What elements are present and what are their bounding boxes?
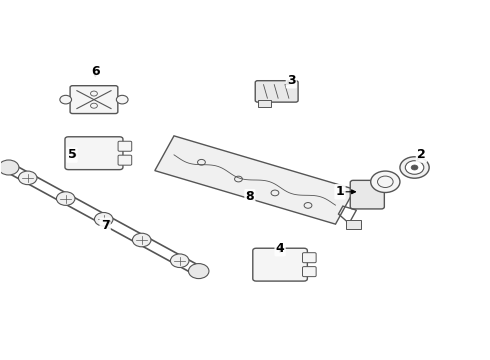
Circle shape — [116, 95, 128, 104]
Circle shape — [405, 161, 424, 174]
Bar — [346, 220, 361, 229]
FancyBboxPatch shape — [253, 248, 307, 281]
Polygon shape — [155, 136, 355, 224]
FancyBboxPatch shape — [350, 180, 384, 209]
FancyBboxPatch shape — [118, 141, 132, 151]
Text: 1: 1 — [336, 185, 344, 198]
Circle shape — [400, 157, 429, 178]
FancyBboxPatch shape — [65, 137, 123, 170]
Circle shape — [132, 233, 151, 247]
Text: 2: 2 — [417, 148, 426, 162]
FancyBboxPatch shape — [70, 86, 118, 113]
Circle shape — [56, 192, 75, 205]
Circle shape — [95, 212, 113, 226]
Circle shape — [371, 171, 400, 193]
FancyBboxPatch shape — [302, 253, 316, 263]
Circle shape — [411, 165, 418, 170]
Circle shape — [171, 254, 189, 267]
Text: 7: 7 — [101, 219, 110, 232]
Circle shape — [0, 160, 19, 175]
FancyBboxPatch shape — [118, 155, 132, 165]
Circle shape — [19, 171, 37, 185]
Circle shape — [60, 95, 72, 104]
Circle shape — [189, 264, 209, 279]
Text: 8: 8 — [245, 190, 254, 203]
Text: 3: 3 — [287, 74, 295, 87]
Text: 4: 4 — [276, 242, 285, 255]
Text: 5: 5 — [68, 148, 76, 162]
FancyBboxPatch shape — [302, 267, 316, 276]
FancyBboxPatch shape — [255, 81, 298, 102]
Text: 6: 6 — [91, 65, 100, 78]
Bar — [258, 100, 271, 107]
